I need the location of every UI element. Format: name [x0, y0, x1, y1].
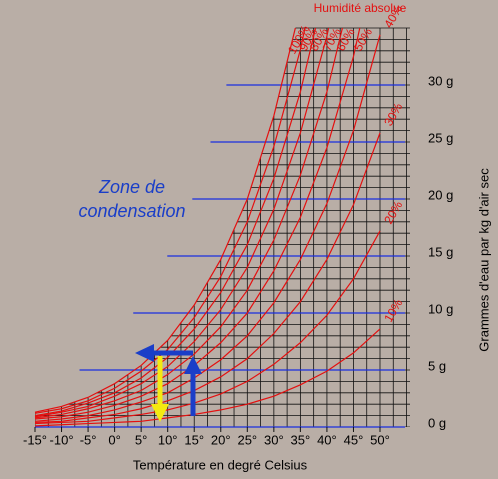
x-axis-label: Température en degré Celsius — [133, 457, 308, 472]
curve-label: 10% — [381, 296, 405, 324]
chart-title: Humidité absolue — [314, 1, 407, 15]
humidity-curve — [34, 132, 381, 424]
x-tick-label: 40° — [317, 432, 337, 447]
humidity-curve — [34, 28, 317, 417]
grid — [35, 27, 410, 427]
humidity-curve — [34, 230, 381, 425]
y-axis-label: Grammes d'eau par kg d'air sec — [476, 168, 491, 352]
y-tick-label: 30 g — [428, 73, 453, 88]
humidity-curve — [34, 34, 381, 422]
x-tick-label: 10° — [158, 432, 178, 447]
arrow-head — [184, 356, 202, 374]
arrow-head — [151, 404, 169, 422]
y-tick-label: 5 g — [428, 358, 446, 373]
y-tick-label: 25 g — [428, 130, 453, 145]
y-tick-label: 15 g — [428, 244, 453, 259]
x-tick-label: 50° — [370, 432, 390, 447]
tick-lines — [35, 84, 405, 428]
y-tick-label: 0 g — [428, 415, 446, 430]
curves — [34, 28, 381, 427]
annotation: Zone de condensation — [78, 177, 185, 221]
x-tick-label: -10° — [50, 432, 74, 447]
x-tick-label: 0° — [108, 432, 120, 447]
x-tick-label: 20° — [211, 432, 231, 447]
x-tick-label: 45° — [344, 432, 364, 447]
humidity-curve — [34, 28, 306, 414]
x-tick-label: 5° — [135, 432, 147, 447]
arrow-head — [135, 344, 154, 362]
x-tick-label: -15° — [23, 432, 47, 447]
x-tick-label: -5° — [80, 432, 97, 447]
y-tick-label: 10 g — [428, 301, 453, 316]
humidity-curve — [34, 328, 381, 427]
y-tick-label: 20 g — [428, 187, 453, 202]
humidity-curve — [34, 28, 361, 420]
x-tick-label: 35° — [291, 432, 311, 447]
x-tick-label: 15° — [184, 432, 204, 447]
x-tick-label: 25° — [237, 432, 257, 447]
humidity-curve — [34, 28, 344, 419]
humidity-curve — [34, 28, 296, 413]
curve-label: 30% — [381, 100, 405, 128]
humidity-curve — [34, 28, 330, 418]
x-tick-label: 30° — [264, 432, 284, 447]
